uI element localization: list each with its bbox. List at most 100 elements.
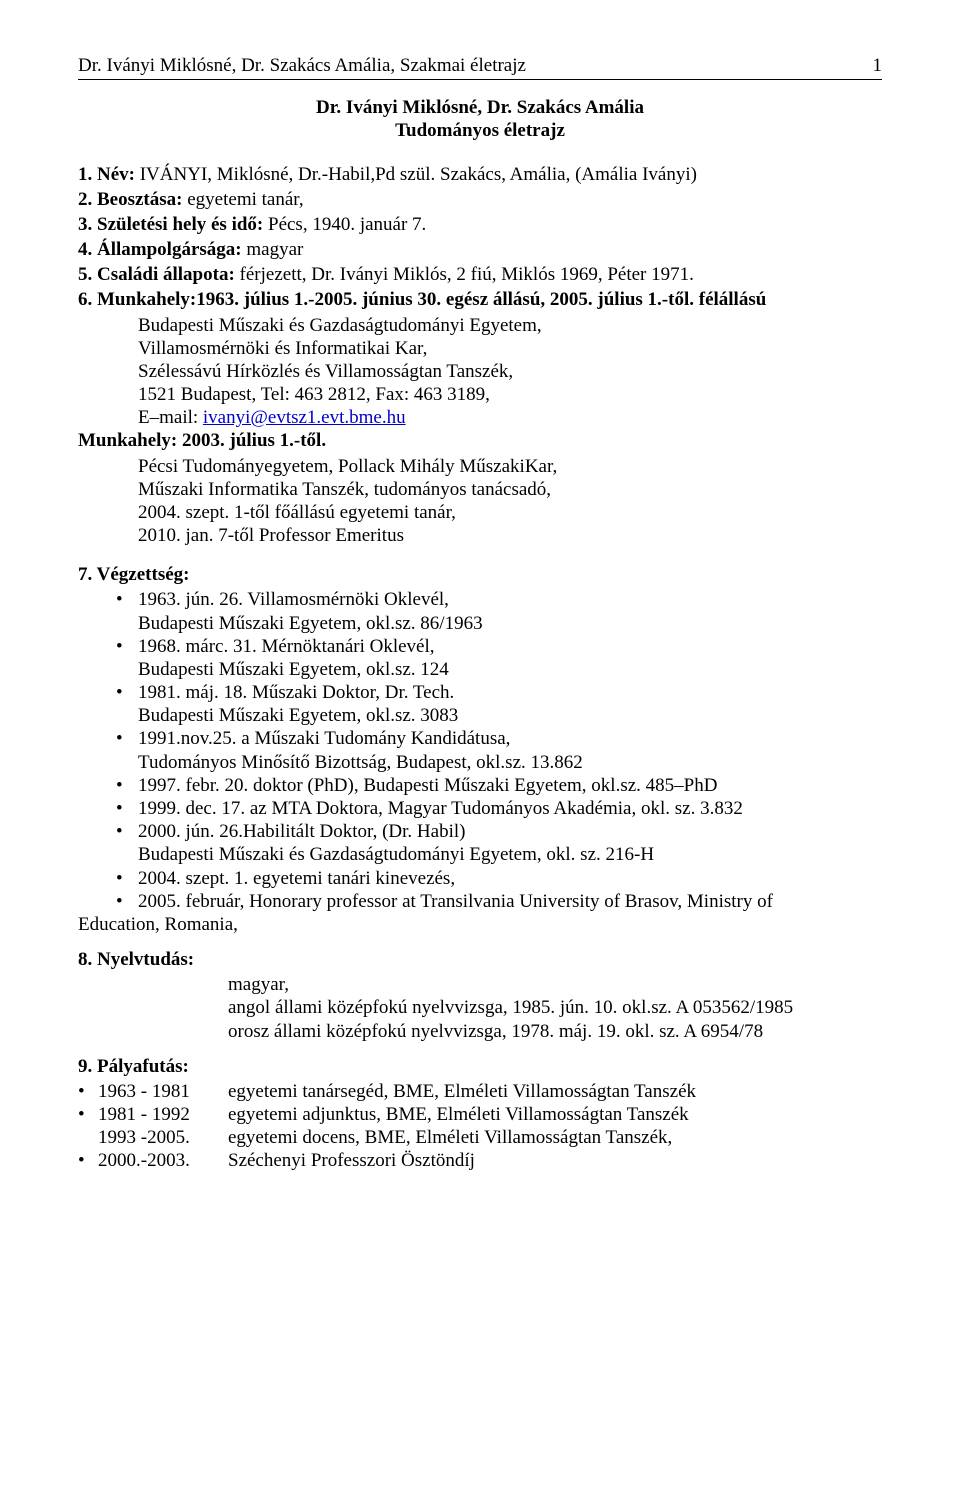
qual-item-1: • 1963. jún. 26. Villamosmérnöki Oklevél… [78, 588, 882, 634]
value-position: egyetemi tanár, [182, 189, 303, 210]
career-desc-4: Széchenyi Professzori Ösztöndíj [228, 1149, 882, 1172]
header-rule [78, 79, 882, 80]
bullet-icon: • [78, 1080, 98, 1103]
lang-line-3: orosz állami középfokú nyelvvizsga, 1978… [78, 1020, 882, 1043]
workplace-1-line-1: Budapesti Műszaki és Gazdaságtudományi E… [78, 314, 882, 337]
bullet-icon: • [78, 1149, 98, 1172]
value-citizenship: magyar [242, 239, 304, 260]
bullet-icon: • [78, 867, 138, 890]
bullet-icon: • [78, 797, 138, 820]
header-left: Dr. Iványi Miklósné, Dr. Szakács Amália,… [78, 54, 526, 77]
label-position: 2. Beosztása: [78, 189, 182, 210]
field-citizenship: 4. Állampolgársága: magyar [78, 238, 882, 261]
bullet-icon: • [78, 890, 138, 913]
label-workplace-1: 6. Munkahely:1963. július 1.-2005. júniu… [78, 289, 766, 310]
workplace-2-line-4: 2010. jan. 7-től Professor Emeritus [78, 524, 882, 547]
qual-tail: Education, Romania, [78, 913, 882, 936]
label-workplace-2: Munkahely: 2003. július 1.-től. [78, 430, 326, 451]
qual-item-7: • 2000. jún. 26.Habilitált Doktor, (Dr. … [78, 820, 882, 866]
lang-line-2: angol állami középfokú nyelvvizsga, 1985… [78, 996, 882, 1019]
label-birth: 3. Születési hely és idő: [78, 214, 263, 235]
workplace-2-line-1: Pécsi Tudományegyetem, Pollack Mihály Mű… [78, 455, 882, 478]
label-citizenship: 4. Állampolgársága: [78, 239, 242, 260]
qual-3-l1: 1981. máj. 18. Műszaki Doktor, Dr. Tech. [138, 681, 882, 704]
email-prefix: E–mail: [138, 407, 203, 428]
bullet-icon: • [78, 1103, 98, 1126]
career-years-2: 1981 - 1992 [98, 1103, 228, 1126]
section-7-head: 7. Végzettség: [78, 563, 882, 586]
qual-9-l1: 2005. február, Honorary professor at Tra… [138, 890, 882, 913]
email-link[interactable]: ivanyi@evtsz1.evt.bme.hu [203, 407, 406, 428]
workplace-1-line-2: Villamosmérnöki és Informatikai Kar, [78, 337, 882, 360]
career-desc-1: egyetemi tanársegéd, BME, Elméleti Villa… [228, 1080, 882, 1103]
career-row-4: • 2000.-2003. Széchenyi Professzori Öszt… [78, 1149, 882, 1172]
title-line-1: Dr. Iványi Miklósné, Dr. Szakács Amália [78, 96, 882, 119]
workplace-2-line-3: 2004. szept. 1-től főállású egyetemi tan… [78, 501, 882, 524]
bullet-icon: • [78, 635, 138, 658]
career-row-2: • 1981 - 1992 egyetemi adjunktus, BME, E… [78, 1103, 882, 1126]
career-years-4: 2000.-2003. [98, 1149, 228, 1172]
bullet-icon: • [78, 820, 138, 843]
qual-item-6: • 1999. dec. 17. az MTA Doktora, Magyar … [78, 797, 882, 820]
qual-5-body: 1997. febr. 20. doktor (PhD), Budapesti … [138, 774, 882, 797]
qual-item-5: • 1997. febr. 20. doktor (PhD), Budapest… [78, 774, 882, 797]
qual-3-l2: Budapesti Műszaki Egyetem, okl.sz. 3083 [138, 704, 882, 727]
field-name: 1. Név: IVÁNYI, Miklósné, Dr.-Habil,Pd s… [78, 163, 882, 186]
qual-6-body: 1999. dec. 17. az MTA Doktora, Magyar Tu… [138, 797, 882, 820]
qual-1-l2: Budapesti Műszaki Egyetem, okl.sz. 86/19… [138, 612, 882, 635]
page: Dr. Iványi Miklósné, Dr. Szakács Amália,… [0, 0, 960, 1487]
qual-4-l2: Tudományos Minősítő Bizottság, Budapest,… [138, 751, 882, 774]
career-row-1: • 1963 - 1981 egyetemi tanársegéd, BME, … [78, 1080, 882, 1103]
label-name: 1. Név: [78, 164, 135, 185]
label-family: 5. Családi állapota: [78, 264, 235, 285]
qual-item-3: • 1981. máj. 18. Műszaki Doktor, Dr. Tec… [78, 681, 882, 727]
qual-item-2: • 1968. márc. 31. Mérnöktanári Oklevél, … [78, 635, 882, 681]
qual-item-4: • 1991.nov.25. a Műszaki Tudomány Kandid… [78, 727, 882, 773]
qual-2-body: 1968. márc. 31. Mérnöktanári Oklevél, Bu… [138, 635, 882, 681]
title-block: Dr. Iványi Miklósné, Dr. Szakács Amália … [78, 96, 882, 142]
value-family: férjezett, Dr. Iványi Miklós, 2 fiú, Mik… [235, 264, 694, 285]
lang-line-1: magyar, [78, 973, 882, 996]
qual-1-body: 1963. jún. 26. Villamosmérnöki Oklevél, … [138, 588, 882, 634]
qual-2-l1: 1968. márc. 31. Mérnöktanári Oklevél, [138, 635, 882, 658]
career-row-3: 1993 -2005. egyetemi docens, BME, Elméle… [78, 1126, 882, 1149]
qual-7-l1: 2000. jún. 26.Habilitált Doktor, (Dr. Ha… [138, 820, 882, 843]
career-desc-3: egyetemi docens, BME, Elméleti Villamoss… [228, 1126, 882, 1149]
qual-3-body: 1981. máj. 18. Műszaki Doktor, Dr. Tech.… [138, 681, 882, 727]
field-position: 2. Beosztása: egyetemi tanár, [78, 188, 882, 211]
career-years-1: 1963 - 1981 [98, 1080, 228, 1103]
qual-item-9: • 2005. február, Honorary professor at T… [78, 890, 882, 913]
field-family: 5. Családi állapota: férjezett, Dr. Iván… [78, 263, 882, 286]
qual-7-body: 2000. jún. 26.Habilitált Doktor, (Dr. Ha… [138, 820, 882, 866]
qual-4-l1: 1991.nov.25. a Műszaki Tudomány Kandidát… [138, 727, 882, 750]
page-header: Dr. Iványi Miklósné, Dr. Szakács Amália,… [78, 54, 882, 77]
bullet-icon: • [78, 727, 138, 750]
qual-4-body: 1991.nov.25. a Műszaki Tudomány Kandidát… [138, 727, 882, 773]
qual-1-l1: 1963. jún. 26. Villamosmérnöki Oklevél, [138, 588, 882, 611]
workplace-2-line-2: Műszaki Informatika Tanszék, tudományos … [78, 478, 882, 501]
section-9-head: 9. Pályafutás: [78, 1055, 882, 1078]
qual-6-l1: 1999. dec. 17. az MTA Doktora, Magyar Tu… [138, 797, 882, 820]
workplace-1-line-4: 1521 Budapest, Tel: 463 2812, Fax: 463 3… [78, 383, 882, 406]
qual-7-l2: Budapesti Műszaki és Gazdaságtudományi E… [138, 843, 882, 866]
field-workplace-2: Munkahely: 2003. július 1.-től. [78, 429, 882, 452]
qual-8-l1: 2004. szept. 1. egyetemi tanári kinevezé… [138, 867, 882, 890]
field-workplace-1: 6. Munkahely:1963. július 1.-2005. júniu… [78, 288, 882, 311]
value-birth: Pécs, 1940. január 7. [263, 214, 426, 235]
qual-item-8: • 2004. szept. 1. egyetemi tanári kineve… [78, 867, 882, 890]
bullet-icon: • [78, 588, 138, 611]
field-birth: 3. Születési hely és idő: Pécs, 1940. ja… [78, 213, 882, 236]
qual-8-body: 2004. szept. 1. egyetemi tanári kinevezé… [138, 867, 882, 890]
value-name: IVÁNYI, Miklósné, Dr.-Habil,Pd szül. Sza… [135, 164, 697, 185]
career-years-3: 1993 -2005. [98, 1126, 228, 1149]
qual-2-l2: Budapesti Műszaki Egyetem, okl.sz. 124 [138, 658, 882, 681]
bullet-icon: • [78, 774, 138, 797]
workplace-1-line-5: E–mail: ivanyi@evtsz1.evt.bme.hu [78, 406, 882, 429]
workplace-1-line-3: Szélessávú Hírközlés és Villamosságtan T… [78, 360, 882, 383]
bullet-icon: • [78, 681, 138, 704]
qual-9-body: 2005. február, Honorary professor at Tra… [138, 890, 882, 913]
qual-5-l1: 1997. febr. 20. doktor (PhD), Budapesti … [138, 774, 882, 797]
section-8-head: 8. Nyelvtudás: [78, 948, 882, 971]
header-page-number: 1 [873, 54, 883, 77]
career-desc-2: egyetemi adjunktus, BME, Elméleti Villam… [228, 1103, 882, 1126]
